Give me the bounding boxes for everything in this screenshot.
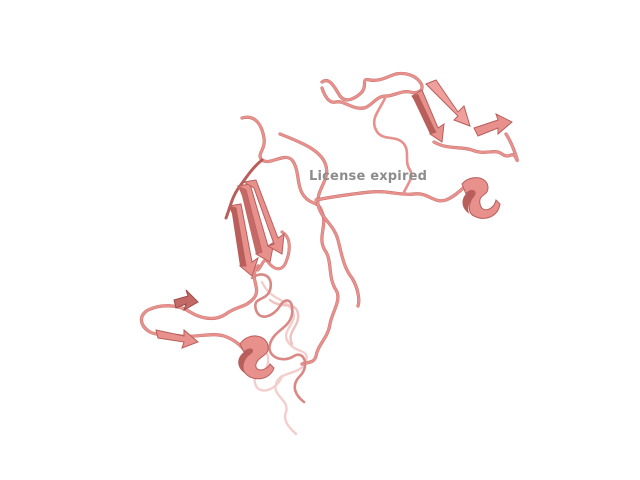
coil-middle-strand-inner	[278, 132, 361, 308]
coil-center-tangle	[250, 273, 307, 404]
beta-strand-7	[173, 289, 199, 312]
beta-strand-1-shade	[229, 206, 246, 266]
coil-bridge-inner	[314, 184, 468, 203]
beta-strand-5	[425, 79, 471, 127]
coil-top-right-loop-inner	[320, 72, 424, 110]
coil-lower-left-inner	[140, 264, 260, 358]
helix-left-shade	[238, 348, 253, 374]
protein-cartoon	[139, 71, 519, 436]
beta-strand-8	[155, 328, 199, 349]
coil-upper-right-inner	[432, 132, 519, 162]
beta-strand-3	[242, 179, 285, 255]
beta-strand-2-shade	[238, 186, 262, 254]
coil-sheet-bottom-link-inner	[256, 230, 291, 272]
coil-right-to-bridge	[372, 94, 413, 194]
beta-strand-6	[473, 113, 513, 137]
license-watermark: License expired	[309, 169, 428, 184]
helix-right-shade	[462, 190, 476, 214]
beta-strand-4-shade	[412, 94, 436, 134]
